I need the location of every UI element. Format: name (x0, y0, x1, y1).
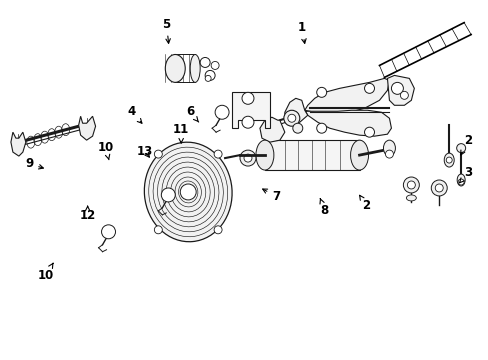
Text: 9: 9 (25, 157, 43, 170)
Polygon shape (260, 117, 285, 142)
Ellipse shape (190, 54, 200, 82)
Ellipse shape (456, 174, 464, 186)
Circle shape (283, 110, 299, 126)
Circle shape (102, 225, 115, 239)
Text: 12: 12 (80, 206, 96, 222)
Circle shape (446, 157, 451, 163)
Text: 5: 5 (162, 18, 170, 43)
Polygon shape (232, 92, 269, 128)
Text: 2: 2 (359, 195, 369, 212)
Circle shape (200, 58, 210, 67)
Circle shape (316, 87, 326, 97)
Circle shape (205, 75, 211, 81)
Circle shape (430, 180, 447, 196)
Circle shape (211, 62, 219, 69)
Polygon shape (304, 110, 390, 136)
Ellipse shape (383, 140, 395, 156)
Circle shape (457, 179, 463, 185)
Circle shape (407, 181, 414, 189)
Circle shape (364, 84, 374, 93)
Polygon shape (285, 98, 307, 124)
Ellipse shape (443, 153, 453, 167)
Polygon shape (11, 132, 26, 156)
Text: 1: 1 (297, 21, 305, 43)
Circle shape (400, 91, 407, 99)
Ellipse shape (456, 144, 465, 153)
Circle shape (154, 150, 162, 158)
Text: 2: 2 (460, 134, 472, 155)
Text: 3: 3 (459, 166, 472, 183)
Ellipse shape (165, 54, 185, 82)
Circle shape (240, 150, 255, 166)
Polygon shape (304, 78, 388, 114)
Polygon shape (79, 116, 95, 140)
Text: 10: 10 (97, 141, 114, 160)
Circle shape (434, 184, 442, 192)
Ellipse shape (144, 142, 232, 242)
Circle shape (154, 226, 162, 234)
Text: 6: 6 (185, 105, 198, 122)
Text: 11: 11 (173, 123, 189, 143)
Ellipse shape (255, 140, 273, 170)
Ellipse shape (350, 140, 368, 170)
Circle shape (403, 177, 419, 193)
Ellipse shape (406, 195, 415, 201)
Text: 13: 13 (136, 145, 152, 158)
Text: 10: 10 (38, 263, 54, 282)
Circle shape (287, 114, 295, 122)
Circle shape (385, 150, 393, 158)
Circle shape (364, 127, 374, 137)
Circle shape (316, 123, 326, 133)
Circle shape (292, 123, 302, 133)
Text: 8: 8 (319, 198, 328, 217)
Circle shape (214, 150, 222, 158)
Circle shape (390, 82, 403, 94)
Circle shape (215, 105, 228, 119)
Polygon shape (386, 75, 413, 105)
Text: 7: 7 (262, 189, 280, 203)
Circle shape (214, 226, 222, 234)
Circle shape (180, 184, 196, 200)
Bar (264, 140, 359, 170)
Circle shape (242, 92, 253, 104)
Text: 4: 4 (127, 105, 142, 123)
Circle shape (161, 188, 175, 202)
Circle shape (242, 116, 253, 128)
Circle shape (205, 71, 215, 80)
Circle shape (244, 154, 251, 162)
